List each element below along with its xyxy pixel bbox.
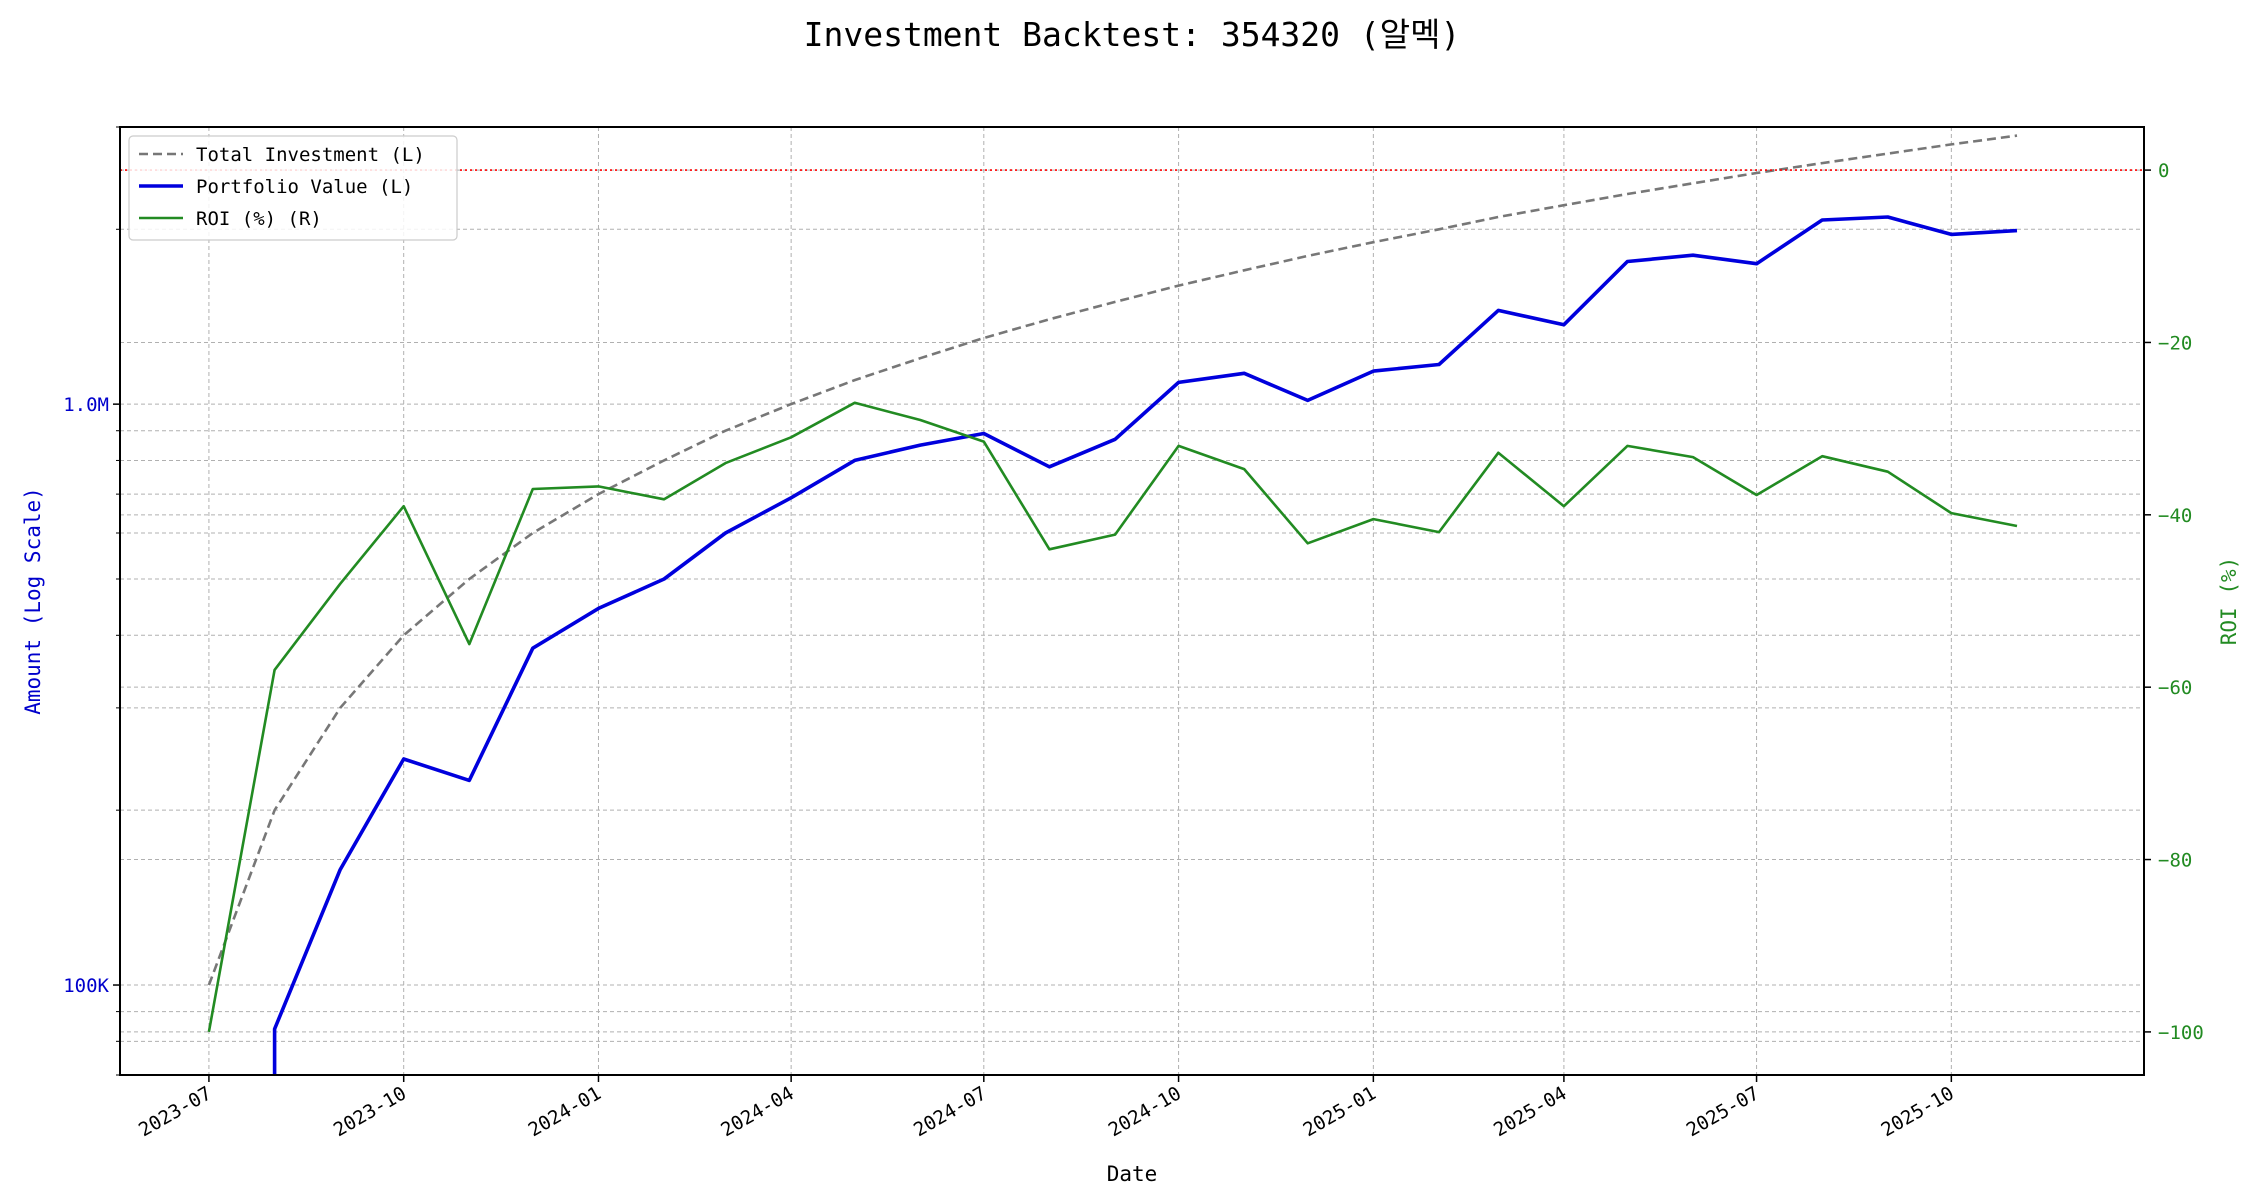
x-axis-label: Date bbox=[1107, 1162, 1158, 1186]
x-tick-label: 2024-01 bbox=[525, 1082, 605, 1141]
y-tick-label-right: −60 bbox=[2158, 677, 2192, 699]
tick-layer: 2023-07 2023-10 2024-01 2024-04 2024-07 2024-… bbox=[63, 126, 2204, 1141]
series-line-portfolio-value-l bbox=[272, 215, 2018, 1075]
x-tick-label: 2023-10 bbox=[330, 1082, 410, 1141]
y-tick-label-right: 0 bbox=[2158, 160, 2169, 182]
y-tick-label-left: 100K bbox=[63, 975, 109, 997]
x-tick-label: 2025-10 bbox=[1877, 1082, 1957, 1141]
y-tick-label-right: −80 bbox=[2158, 850, 2192, 872]
x-tick-label: 2025-01 bbox=[1300, 1082, 1380, 1141]
grid-layer bbox=[120, 126, 2144, 1076]
chart-title: Investment Backtest: 354320 (알멕) bbox=[804, 15, 1461, 54]
y-tick-label-left: 1.0M bbox=[63, 394, 109, 416]
x-tick-label: 2023-07 bbox=[135, 1082, 215, 1141]
y-tick-label-right: −100 bbox=[2158, 1022, 2204, 1044]
series-layer bbox=[120, 134, 2144, 1075]
y-tick-label-right: −40 bbox=[2158, 505, 2192, 527]
y-axis-label-right: ROI (%) bbox=[2217, 557, 2241, 646]
x-tick-label: 2025-04 bbox=[1490, 1082, 1570, 1141]
legend-label: ROI (%) (R) bbox=[196, 208, 322, 230]
legend-label: Total Investment (L) bbox=[196, 144, 425, 166]
legend-label: Portfolio Value (L) bbox=[196, 176, 413, 198]
legend: Total Investment (L) Portfolio Value (L) R… bbox=[128, 135, 458, 241]
y-axis-label-left: Amount (Log Scale) bbox=[21, 487, 45, 715]
x-tick-label: 2025-07 bbox=[1683, 1082, 1763, 1141]
legend-box bbox=[128, 135, 458, 241]
y-tick-label-right: −20 bbox=[2158, 332, 2192, 354]
plot-frame bbox=[119, 126, 2145, 1076]
x-tick-label: 2024-07 bbox=[910, 1082, 990, 1141]
x-tick-label: 2024-10 bbox=[1105, 1082, 1185, 1141]
series-line-total-investment-l bbox=[207, 134, 2018, 986]
series-line-roi-r bbox=[207, 401, 2018, 1033]
x-tick-label: 2024-04 bbox=[717, 1082, 797, 1141]
